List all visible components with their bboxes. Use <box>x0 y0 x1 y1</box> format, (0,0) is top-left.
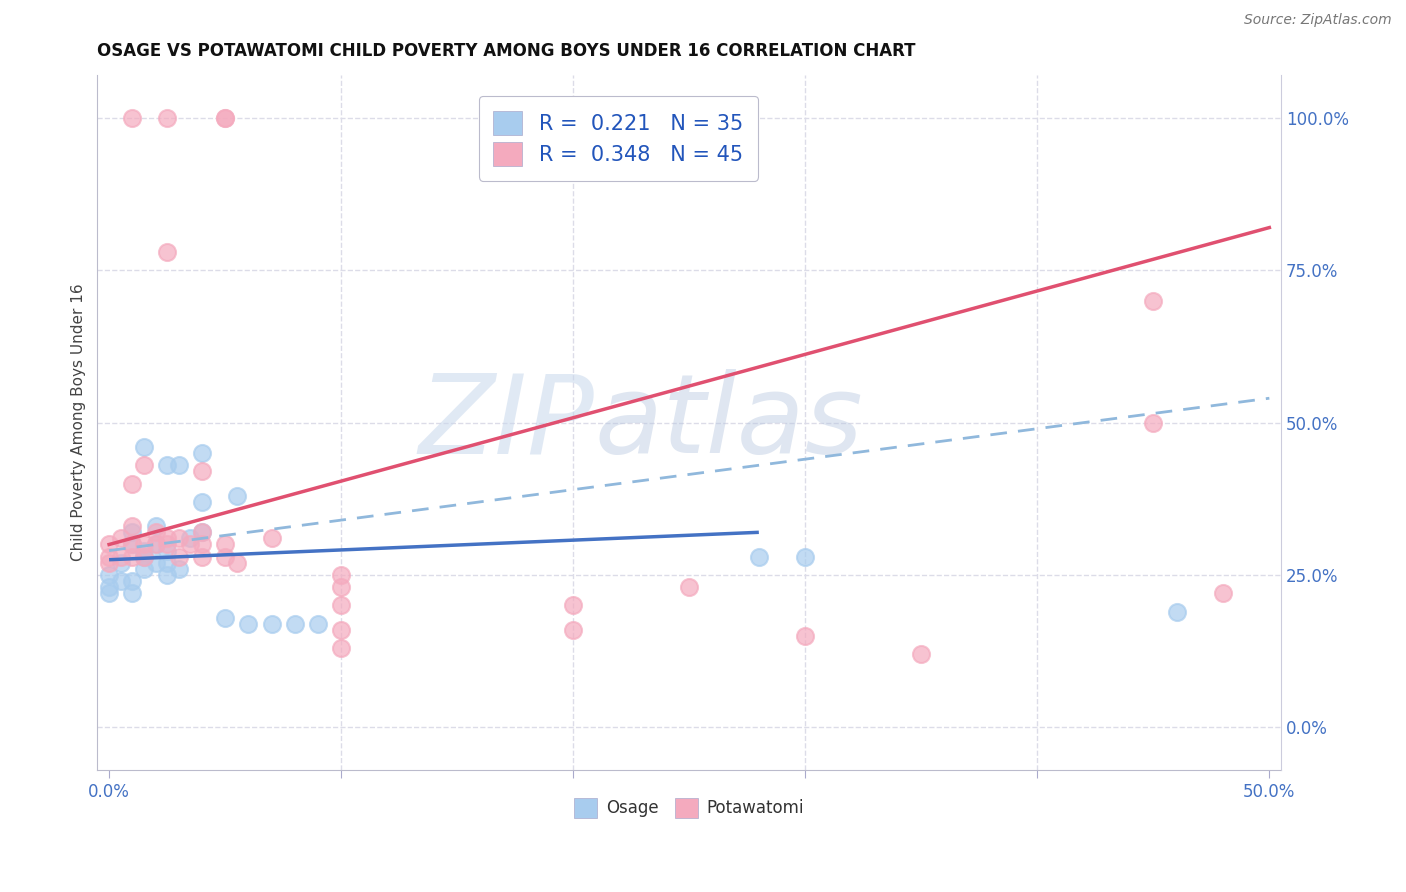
Point <box>132 543 155 558</box>
Point <box>156 244 179 259</box>
Point <box>562 599 585 613</box>
Point <box>132 549 155 564</box>
Point <box>330 641 353 656</box>
Point <box>794 549 817 564</box>
Point <box>167 549 190 564</box>
Point <box>121 525 143 540</box>
Point <box>167 532 190 546</box>
Point <box>191 525 214 540</box>
Point <box>1142 293 1164 308</box>
Point <box>98 556 121 570</box>
Point <box>98 586 121 600</box>
Point <box>910 647 932 661</box>
Point <box>214 610 236 624</box>
Point <box>191 495 214 509</box>
Point <box>110 574 132 588</box>
Point <box>98 568 121 582</box>
Point <box>132 537 155 551</box>
Point <box>121 549 143 564</box>
Point <box>330 568 353 582</box>
Point <box>191 464 214 478</box>
Point <box>110 549 132 564</box>
Point <box>260 616 283 631</box>
Point <box>214 549 236 564</box>
Point <box>307 616 329 631</box>
Point <box>145 556 167 570</box>
Point <box>132 562 155 576</box>
Point <box>260 532 283 546</box>
Point <box>191 525 214 540</box>
Point <box>156 568 179 582</box>
Point <box>562 623 585 637</box>
Point <box>1142 416 1164 430</box>
Text: Source: ZipAtlas.com: Source: ZipAtlas.com <box>1244 13 1392 28</box>
Point <box>191 446 214 460</box>
Point <box>121 476 143 491</box>
Point <box>1166 605 1188 619</box>
Point <box>98 537 121 551</box>
Point <box>167 562 190 576</box>
Point <box>214 537 236 551</box>
Point <box>145 537 167 551</box>
Point <box>132 458 155 473</box>
Point <box>330 599 353 613</box>
Point <box>179 537 201 551</box>
Point <box>330 580 353 594</box>
Point <box>330 623 353 637</box>
Point <box>121 586 143 600</box>
Point <box>145 525 167 540</box>
Point <box>110 556 132 570</box>
Point <box>678 580 700 594</box>
Point <box>167 458 190 473</box>
Point <box>191 549 214 564</box>
Point <box>214 111 236 125</box>
Point <box>98 549 121 564</box>
Point <box>98 580 121 594</box>
Point <box>132 440 155 454</box>
Point <box>748 549 770 564</box>
Y-axis label: Child Poverty Among Boys Under 16: Child Poverty Among Boys Under 16 <box>72 284 86 561</box>
Point <box>121 537 143 551</box>
Point <box>156 111 179 125</box>
Point <box>121 519 143 533</box>
Point <box>225 489 247 503</box>
Point <box>110 532 132 546</box>
Point <box>794 629 817 643</box>
Point <box>121 574 143 588</box>
Point <box>214 111 236 125</box>
Point <box>191 537 214 551</box>
Legend: Osage, Potawatomi: Osage, Potawatomi <box>568 791 811 824</box>
Point <box>121 537 143 551</box>
Point <box>238 616 260 631</box>
Point <box>145 519 167 533</box>
Point <box>1212 586 1234 600</box>
Point <box>145 537 167 551</box>
Point <box>156 543 179 558</box>
Point <box>179 532 201 546</box>
Point <box>156 556 179 570</box>
Point <box>284 616 307 631</box>
Text: OSAGE VS POTAWATOMI CHILD POVERTY AMONG BOYS UNDER 16 CORRELATION CHART: OSAGE VS POTAWATOMI CHILD POVERTY AMONG … <box>97 42 915 60</box>
Point <box>225 556 247 570</box>
Text: atlas: atlas <box>595 369 863 476</box>
Point <box>132 549 155 564</box>
Text: ZIP: ZIP <box>419 369 595 476</box>
Point <box>156 532 179 546</box>
Point <box>156 537 179 551</box>
Point <box>156 458 179 473</box>
Point <box>121 111 143 125</box>
